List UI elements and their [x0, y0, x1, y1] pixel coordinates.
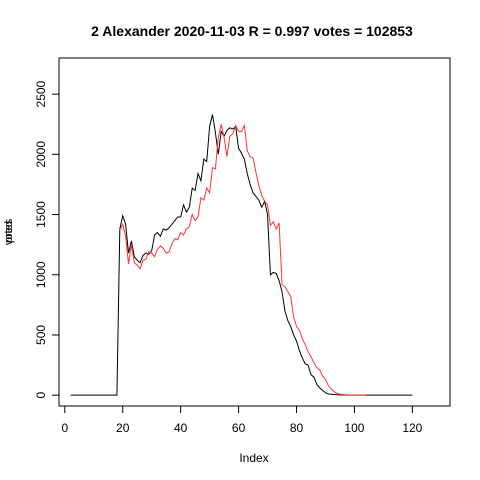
y-axis-label-pred: pred: [3, 221, 15, 243]
series-line-votes: [70, 114, 413, 396]
x-tick-label: 120: [402, 421, 422, 435]
x-tick-label: 20: [116, 421, 130, 435]
x-tick-label: 100: [344, 421, 364, 435]
chart-title: 2 Alexander 2020-11-03 R = 0.997 votes =…: [91, 23, 413, 39]
x-tick-label: 0: [61, 421, 68, 435]
y-axis-label: votes pred: [3, 218, 15, 245]
series-line-pred: [119, 123, 367, 396]
y-axis: 0 500 1000 1500 2000 2500: [34, 80, 60, 399]
y-tick-label: 1000: [34, 261, 48, 288]
x-tick-label: 60: [232, 421, 246, 435]
x-tick-label: 40: [174, 421, 188, 435]
y-tick-label: 2500: [34, 80, 48, 107]
y-tick-label: 500: [34, 325, 48, 345]
series-layer: [70, 114, 413, 396]
x-tick-label: 80: [290, 421, 304, 435]
y-axis-label-votes: votes: [3, 218, 15, 245]
x-axis: 0 20 40 60 80 100 120: [61, 405, 423, 435]
x-axis-label: Index: [239, 451, 268, 465]
y-tick-label: 0: [34, 392, 48, 399]
y-tick-label: 1500: [34, 201, 48, 228]
y-tick-label: 2000: [34, 141, 48, 168]
